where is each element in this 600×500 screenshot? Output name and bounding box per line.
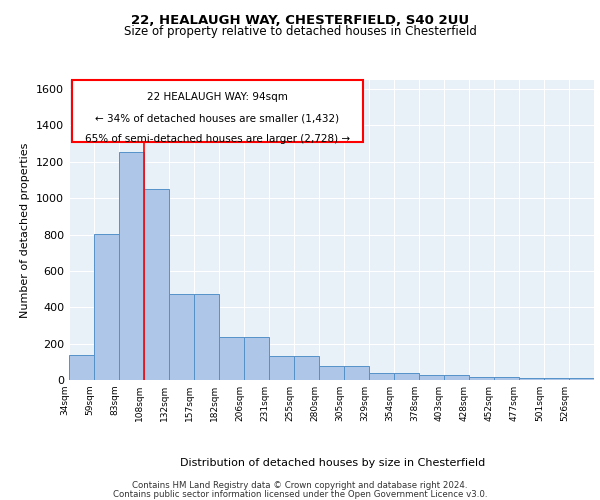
Text: Contains HM Land Registry data © Crown copyright and database right 2024.: Contains HM Land Registry data © Crown c… [132,481,468,490]
Text: Distribution of detached houses by size in Chesterfield: Distribution of detached houses by size … [181,458,485,468]
Text: ← 34% of detached houses are smaller (1,432): ← 34% of detached houses are smaller (1,… [95,113,340,123]
Bar [169,294,194,380]
Bar [569,378,594,380]
Bar [469,378,494,380]
Text: 65% of semi-detached houses are larger (2,728) →: 65% of semi-detached houses are larger (… [85,134,350,144]
Text: 22 HEALAUGH WAY: 94sqm: 22 HEALAUGH WAY: 94sqm [147,92,288,102]
Bar [519,378,544,380]
Bar [69,356,94,380]
Bar [194,294,219,380]
Bar [544,378,569,380]
Bar [94,234,119,380]
Bar [219,338,244,380]
Bar [369,372,394,380]
Bar [119,152,144,380]
Text: Contains public sector information licensed under the Open Government Licence v3: Contains public sector information licen… [113,490,487,499]
Text: 22, HEALAUGH WAY, CHESTERFIELD, S40 2UU: 22, HEALAUGH WAY, CHESTERFIELD, S40 2UU [131,14,469,27]
Bar [319,366,344,380]
Bar [394,372,419,380]
Bar [269,356,294,380]
Bar [144,189,169,380]
Y-axis label: Number of detached properties: Number of detached properties [20,142,31,318]
Bar [444,376,469,380]
Bar [344,366,369,380]
Text: Size of property relative to detached houses in Chesterfield: Size of property relative to detached ho… [124,25,476,38]
FancyBboxPatch shape [71,80,363,142]
Bar [494,378,519,380]
Bar [419,376,444,380]
Bar [244,338,269,380]
Bar [294,356,319,380]
